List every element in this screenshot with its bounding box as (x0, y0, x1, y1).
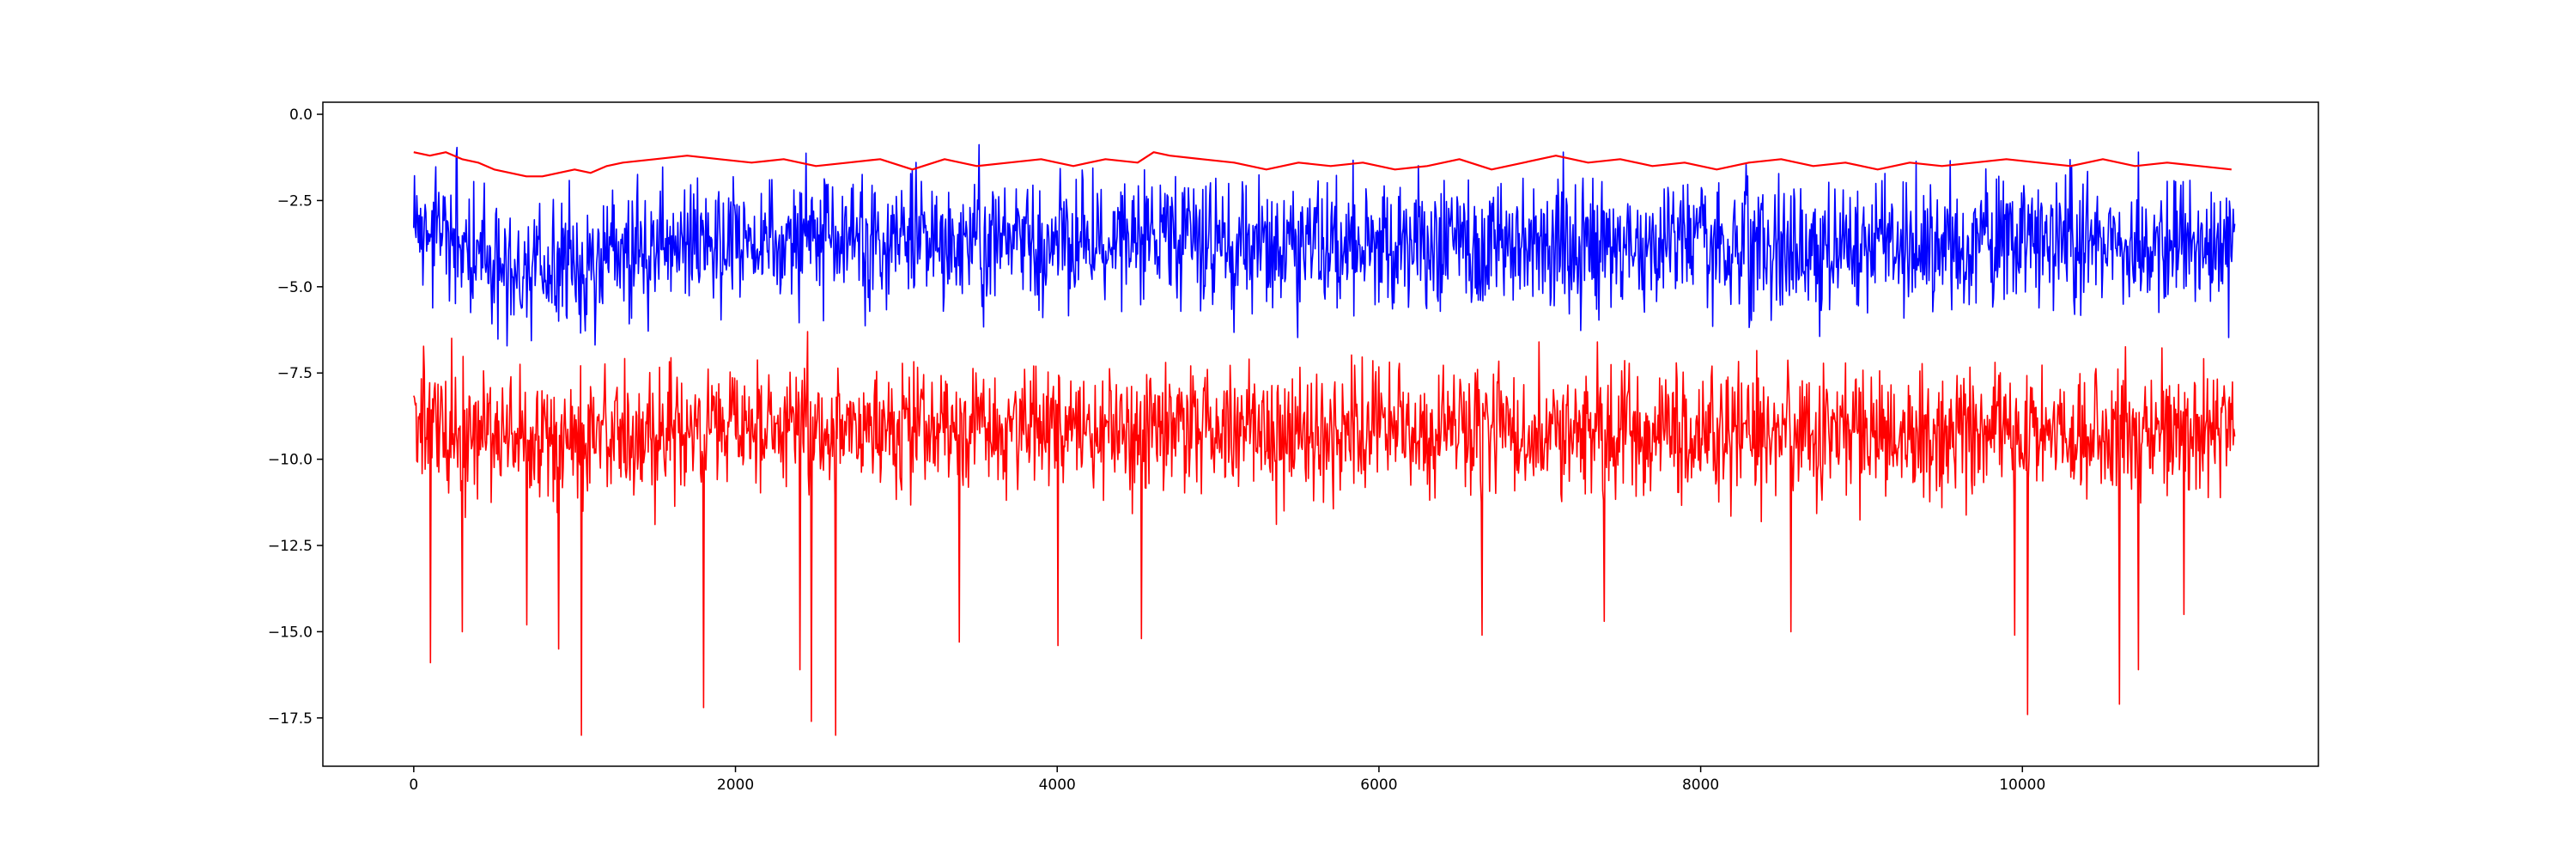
x-tick-label: 2000 (717, 777, 754, 794)
y-tick-label: 0.0 (289, 107, 313, 124)
y-tick-label: −5.0 (277, 279, 313, 296)
y-tick-label: −15.0 (268, 624, 313, 641)
y-axis: 0.0 −2.5 −5.0 −7.5 −10.0 −12.5 −15.0 −17.5 (268, 107, 323, 728)
series-line-2 (413, 151, 2232, 178)
x-tick-label: 8000 (1682, 777, 1719, 794)
y-tick-label: −2.5 (277, 192, 313, 210)
x-tick-label: 0 (409, 777, 418, 794)
x-axis: 0 2000 4000 6000 8000 10000 (409, 766, 2045, 794)
series-line-1 (413, 331, 2236, 736)
y-tick-label: −12.5 (268, 538, 313, 555)
x-tick-label: 10000 (1999, 777, 2045, 794)
x-tick-label: 4000 (1039, 777, 1076, 794)
y-tick-label: −17.5 (268, 710, 313, 728)
series-line-0 (413, 143, 2236, 347)
y-tick-label: −7.5 (277, 365, 313, 382)
plot-lines (413, 143, 2236, 736)
x-tick-label: 6000 (1360, 777, 1397, 794)
y-tick-label: −10.0 (268, 452, 313, 469)
axes-frame (322, 101, 2319, 767)
